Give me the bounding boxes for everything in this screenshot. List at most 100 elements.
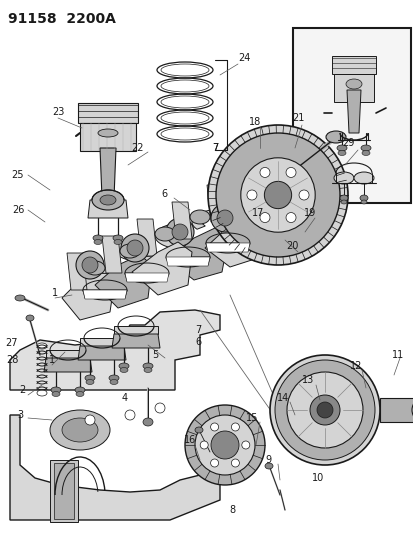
Polygon shape bbox=[83, 290, 127, 298]
Ellipse shape bbox=[345, 79, 361, 89]
Ellipse shape bbox=[274, 360, 374, 460]
Polygon shape bbox=[95, 255, 152, 308]
Ellipse shape bbox=[337, 150, 345, 156]
Ellipse shape bbox=[119, 363, 129, 369]
Ellipse shape bbox=[285, 213, 295, 223]
Ellipse shape bbox=[353, 172, 373, 184]
Ellipse shape bbox=[161, 64, 209, 76]
Ellipse shape bbox=[333, 172, 353, 184]
Bar bbox=[292, 28, 410, 203]
Ellipse shape bbox=[259, 213, 269, 223]
Ellipse shape bbox=[207, 125, 347, 265]
Bar bbox=[78, 103, 138, 123]
Polygon shape bbox=[204, 215, 263, 267]
Ellipse shape bbox=[166, 218, 194, 246]
Ellipse shape bbox=[37, 390, 47, 396]
Ellipse shape bbox=[161, 80, 209, 92]
Polygon shape bbox=[346, 90, 360, 133]
Ellipse shape bbox=[247, 190, 256, 200]
Ellipse shape bbox=[210, 459, 218, 467]
Ellipse shape bbox=[75, 387, 85, 393]
Ellipse shape bbox=[216, 133, 339, 257]
Polygon shape bbox=[166, 257, 209, 265]
Ellipse shape bbox=[241, 441, 249, 449]
Ellipse shape bbox=[82, 257, 98, 273]
Text: 10: 10 bbox=[311, 473, 323, 483]
Polygon shape bbox=[242, 168, 261, 205]
Text: 4: 4 bbox=[122, 393, 128, 403]
Ellipse shape bbox=[76, 251, 104, 279]
Ellipse shape bbox=[113, 235, 123, 241]
Ellipse shape bbox=[161, 96, 209, 108]
Polygon shape bbox=[62, 268, 115, 320]
Ellipse shape bbox=[98, 129, 118, 137]
Polygon shape bbox=[206, 243, 249, 251]
Ellipse shape bbox=[94, 239, 102, 245]
Ellipse shape bbox=[254, 191, 281, 219]
Ellipse shape bbox=[411, 397, 413, 423]
Ellipse shape bbox=[211, 204, 238, 232]
Ellipse shape bbox=[190, 210, 209, 224]
Text: 5: 5 bbox=[152, 350, 158, 360]
Polygon shape bbox=[88, 200, 128, 218]
Ellipse shape bbox=[309, 395, 339, 425]
Ellipse shape bbox=[210, 423, 218, 431]
Polygon shape bbox=[100, 148, 116, 198]
Polygon shape bbox=[206, 185, 226, 222]
Polygon shape bbox=[137, 219, 157, 256]
Polygon shape bbox=[102, 236, 122, 273]
Text: 27: 27 bbox=[6, 338, 18, 348]
Ellipse shape bbox=[269, 355, 379, 465]
Ellipse shape bbox=[85, 375, 95, 381]
Polygon shape bbox=[70, 260, 139, 273]
Ellipse shape bbox=[216, 210, 233, 226]
Polygon shape bbox=[125, 273, 169, 281]
Text: 26: 26 bbox=[12, 205, 24, 215]
Ellipse shape bbox=[325, 131, 345, 143]
Bar bbox=[331, 56, 375, 74]
Polygon shape bbox=[379, 398, 413, 422]
Text: 11: 11 bbox=[391, 350, 403, 360]
Ellipse shape bbox=[240, 158, 314, 232]
Ellipse shape bbox=[100, 195, 116, 205]
Polygon shape bbox=[10, 415, 219, 520]
Ellipse shape bbox=[85, 415, 95, 425]
Ellipse shape bbox=[109, 375, 119, 381]
Polygon shape bbox=[206, 243, 249, 252]
Ellipse shape bbox=[195, 415, 254, 475]
Text: 18: 18 bbox=[248, 117, 261, 127]
Text: 14: 14 bbox=[276, 393, 288, 403]
Polygon shape bbox=[166, 257, 209, 266]
Ellipse shape bbox=[259, 197, 275, 213]
Text: 25: 25 bbox=[12, 170, 24, 180]
Text: 17: 17 bbox=[251, 208, 263, 218]
Ellipse shape bbox=[62, 418, 98, 442]
Text: 20: 20 bbox=[285, 241, 297, 251]
Ellipse shape bbox=[340, 200, 346, 204]
Text: 3: 3 bbox=[17, 410, 23, 420]
Ellipse shape bbox=[211, 431, 238, 459]
Ellipse shape bbox=[231, 459, 239, 467]
Ellipse shape bbox=[92, 190, 124, 210]
Polygon shape bbox=[78, 346, 126, 360]
Polygon shape bbox=[46, 350, 90, 358]
Ellipse shape bbox=[316, 402, 332, 418]
Ellipse shape bbox=[154, 403, 165, 413]
Polygon shape bbox=[114, 326, 158, 334]
Ellipse shape bbox=[37, 343, 47, 349]
Ellipse shape bbox=[185, 405, 264, 485]
Ellipse shape bbox=[359, 195, 367, 201]
Text: 15: 15 bbox=[245, 413, 258, 423]
Bar bbox=[80, 123, 136, 151]
Text: 28: 28 bbox=[6, 355, 18, 365]
Ellipse shape bbox=[121, 234, 149, 262]
Ellipse shape bbox=[51, 387, 61, 393]
Ellipse shape bbox=[231, 423, 239, 431]
Text: 21: 21 bbox=[291, 113, 304, 123]
Ellipse shape bbox=[93, 235, 103, 241]
Ellipse shape bbox=[361, 150, 369, 156]
Polygon shape bbox=[10, 310, 219, 390]
Ellipse shape bbox=[76, 392, 84, 397]
Text: 7: 7 bbox=[211, 143, 218, 153]
Text: 12: 12 bbox=[349, 361, 361, 371]
